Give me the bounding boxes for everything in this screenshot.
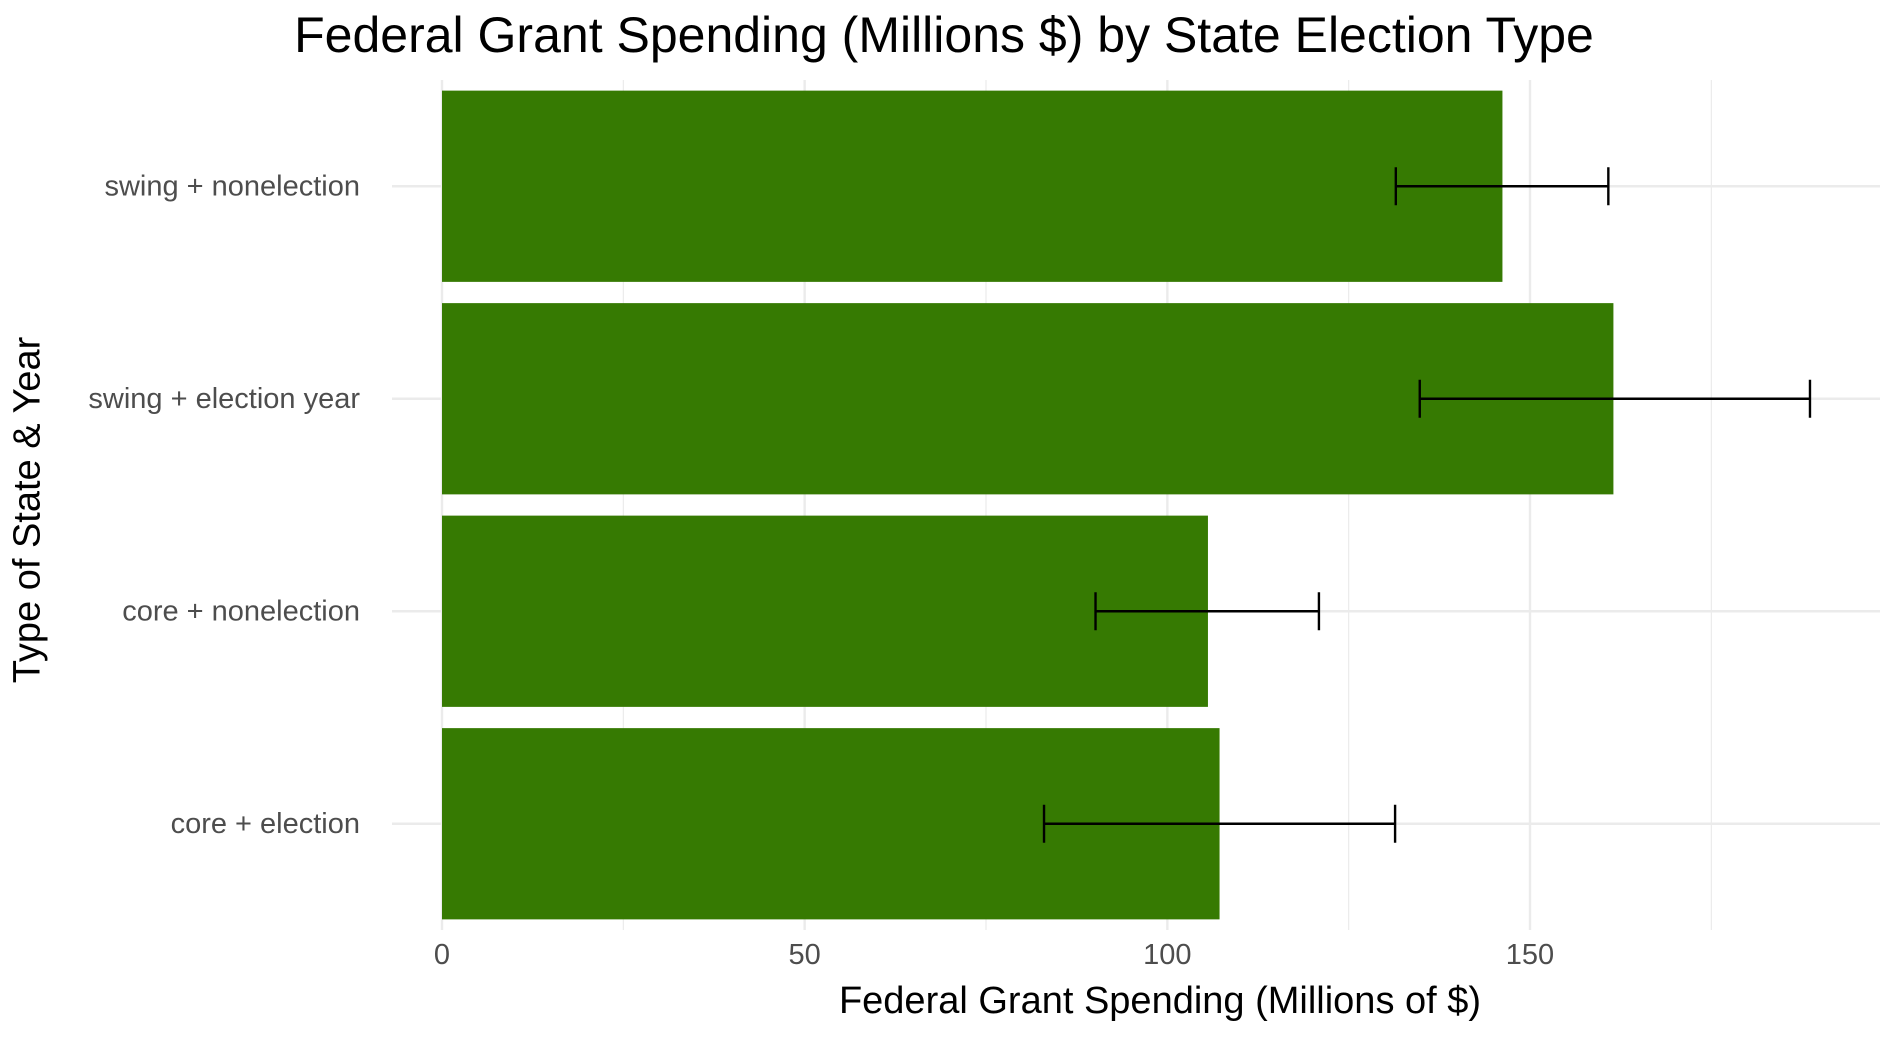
error-bar-layer	[1042, 167, 1812, 843]
x-tick-label: 150	[1506, 939, 1554, 971]
x-tick-label: 50	[789, 939, 821, 971]
chart-title: Federal Grant Spending (Millions $) by S…	[294, 7, 1594, 63]
x-tick-label: 100	[1143, 939, 1191, 971]
error-bar	[1042, 804, 1397, 843]
bar	[442, 303, 1614, 495]
x-tick-label: 0	[434, 939, 450, 971]
tick-label-layer: core + election core + nonelection swing +…	[88, 170, 1554, 971]
error-bar	[1094, 592, 1321, 631]
bar	[442, 90, 1503, 282]
x-axis-title: Federal Grant Spending (Millions of $)	[838, 980, 1482, 1022]
y-tick-label: core + election	[171, 808, 360, 840]
y-tick-label: swing + nonelection	[104, 170, 360, 202]
error-bar	[1394, 167, 1610, 206]
bar	[442, 515, 1208, 707]
y-tick-label: swing + election year	[88, 383, 360, 415]
bar-layer	[442, 90, 1614, 920]
y-tick-label: core + nonelection	[122, 595, 360, 627]
error-bar	[1418, 379, 1812, 418]
